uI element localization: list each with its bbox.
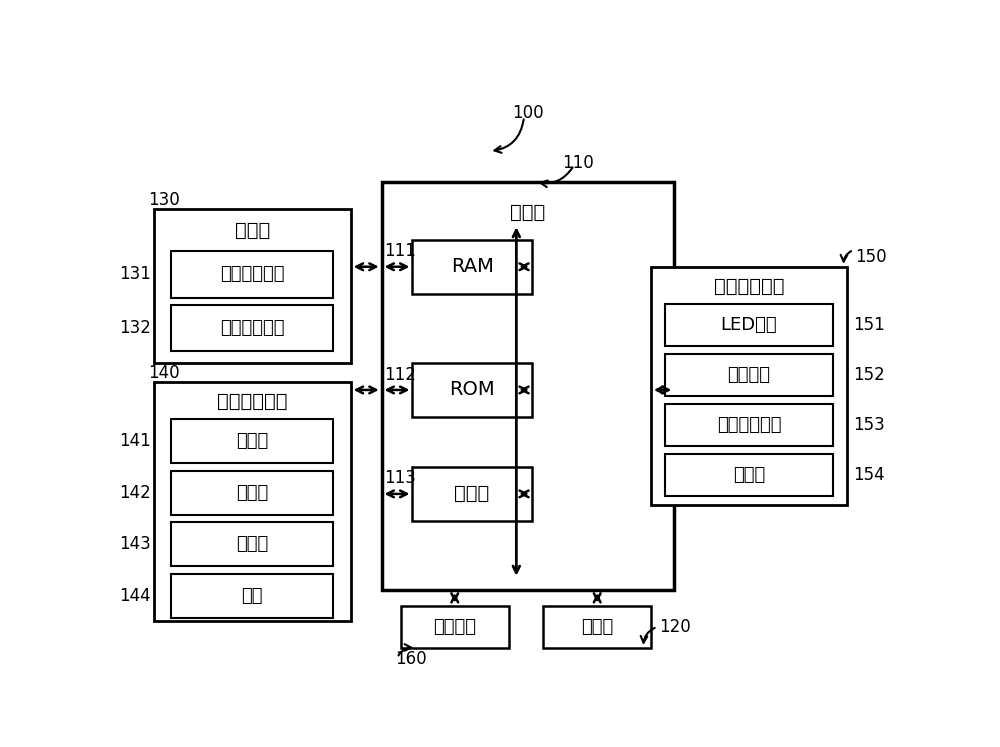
Text: 控制器: 控制器: [510, 203, 546, 223]
Text: LED接口: LED接口: [721, 316, 777, 334]
Text: 用户输入接口: 用户输入接口: [217, 392, 288, 411]
Text: 132: 132: [119, 319, 151, 338]
Bar: [401, 606, 509, 648]
Text: 131: 131: [119, 265, 151, 283]
Bar: [665, 304, 833, 346]
Text: 152: 152: [854, 366, 885, 384]
Text: RAM: RAM: [451, 257, 494, 276]
Text: 153: 153: [854, 416, 885, 434]
Bar: [412, 240, 532, 294]
Bar: [154, 209, 351, 363]
Text: 140: 140: [148, 364, 180, 382]
Bar: [171, 574, 333, 618]
Text: 按键: 按键: [241, 587, 263, 605]
Bar: [412, 467, 532, 521]
Text: 110: 110: [562, 154, 594, 172]
Text: ROM: ROM: [449, 380, 495, 400]
Text: 151: 151: [854, 316, 885, 334]
Bar: [665, 354, 833, 396]
Bar: [171, 522, 333, 566]
Text: 120: 120: [659, 618, 691, 636]
Text: 射频信号接口: 射频信号接口: [220, 319, 284, 338]
Bar: [665, 454, 833, 496]
Bar: [651, 267, 847, 506]
Text: 130: 130: [148, 190, 180, 208]
Bar: [171, 306, 333, 351]
Text: 143: 143: [119, 536, 151, 554]
Text: 141: 141: [119, 433, 151, 450]
Text: 142: 142: [119, 484, 151, 502]
Text: 通信器: 通信器: [235, 221, 270, 240]
Text: 111: 111: [384, 242, 416, 261]
Text: 传感器: 传感器: [236, 536, 268, 554]
Text: 112: 112: [384, 365, 416, 383]
Text: 144: 144: [119, 587, 151, 605]
Bar: [171, 471, 333, 515]
Text: 100: 100: [512, 104, 544, 122]
Text: 红外信号接口: 红外信号接口: [220, 265, 284, 283]
Bar: [171, 419, 333, 463]
Text: 150: 150: [855, 249, 887, 267]
Text: 处理器: 处理器: [454, 484, 490, 503]
Text: 160: 160: [395, 651, 426, 669]
Text: 麦克风: 麦克风: [236, 433, 268, 450]
Text: 声音输出接口: 声音输出接口: [717, 416, 781, 434]
Text: 存储器: 存储器: [581, 618, 613, 636]
Bar: [665, 404, 833, 446]
Text: 显示器: 显示器: [733, 466, 765, 484]
Bar: [171, 251, 333, 297]
Bar: [154, 382, 351, 621]
Bar: [412, 363, 532, 417]
Bar: [543, 606, 651, 648]
Text: 触摸板: 触摸板: [236, 484, 268, 502]
Text: 用户输出接口: 用户输出接口: [714, 276, 785, 296]
Text: 震动接口: 震动接口: [727, 366, 770, 384]
Text: 供电电源: 供电电源: [433, 618, 476, 636]
Bar: [382, 182, 674, 590]
Text: 154: 154: [854, 466, 885, 484]
Text: 113: 113: [384, 470, 416, 488]
